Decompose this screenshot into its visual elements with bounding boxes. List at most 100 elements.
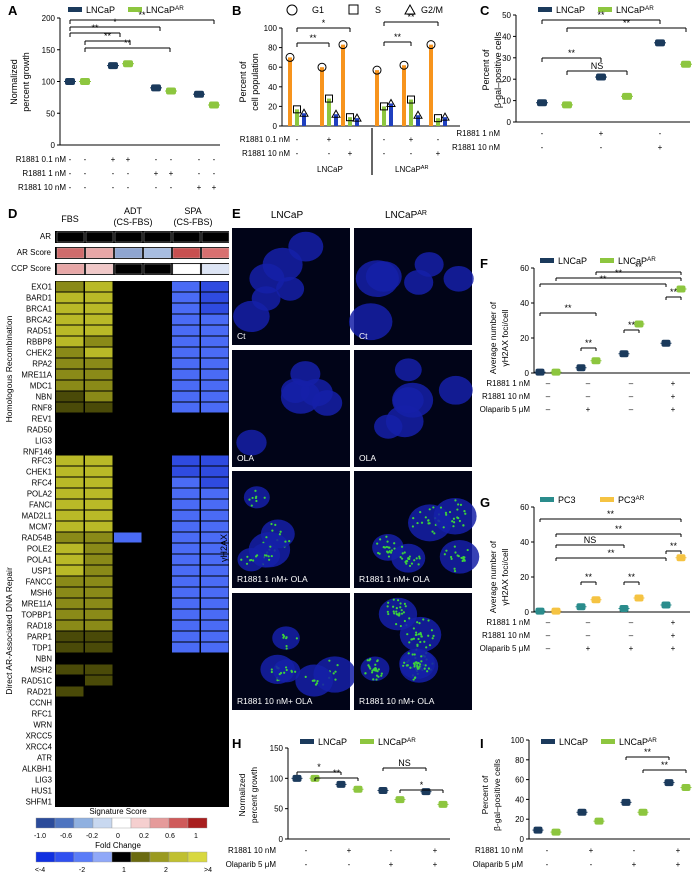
panel-a-row-value: - [213, 155, 216, 164]
panel-d-cell [143, 247, 172, 259]
foci [445, 549, 448, 552]
panel-d-hr-gene-label: RAD50 [27, 426, 53, 435]
panel-d-hr-cell [201, 380, 229, 391]
panel-h-legend-label: LNCaP [318, 737, 347, 747]
foci [270, 554, 273, 558]
panel-b-ylabel: Percent of [238, 61, 248, 103]
panel-b-point [299, 108, 309, 117]
panel-f-sig-label: ** [670, 287, 678, 297]
panel-i-sig-label: ** [644, 747, 652, 757]
panel-d-fc-swatch [73, 851, 94, 863]
panel-c-legend-swatch [598, 7, 612, 12]
panel-d-hr-cell [201, 281, 229, 292]
foci [400, 612, 404, 615]
panel-h-tick-label: 100 [270, 774, 284, 783]
panel-d-ar-cell [85, 587, 113, 598]
panel-g-ylabel: γH2AX foci/cell [500, 548, 510, 605]
foci [370, 671, 374, 674]
panel-d-ar-cell [85, 598, 113, 609]
panel-i-row-value: + [676, 860, 681, 869]
panel-g-legend-swatch [600, 497, 614, 502]
panel-d-cell [172, 247, 201, 259]
panel-d-ar-gene-label: PARP1 [27, 633, 52, 642]
panel-d-sig-swatch [168, 817, 189, 829]
foci [433, 532, 436, 535]
panel-letter: B [232, 3, 241, 18]
panel-d-ar-cell [85, 620, 113, 631]
panel-b-point [372, 65, 382, 75]
panel-g-tick-label: 20 [520, 573, 529, 582]
panel-d-ar-cell [85, 675, 113, 686]
micrograph-label: Ct [237, 331, 246, 341]
panel-d-ar-gene-label: LIG3 [35, 776, 52, 785]
foci [254, 496, 258, 500]
foci [408, 557, 411, 560]
panel-d-ar-cell [85, 499, 113, 510]
panel-b-sig-label: ** [407, 12, 415, 22]
panel-h-sig-label: ** [333, 768, 341, 778]
panel-d-hr-cell [85, 391, 113, 402]
panel-d-hr-cell [85, 369, 113, 380]
panel-b-point [386, 98, 396, 107]
panel-c-row-value: + [599, 129, 604, 138]
panel-d-sig-tick: -0.6 [60, 833, 72, 840]
panel-b-row-value: + [409, 135, 414, 144]
panel-g-ylabel: Average number of [488, 540, 498, 613]
foci [392, 598, 395, 601]
panel-d-cell [201, 231, 230, 243]
panel-d-fc-swatch [92, 851, 113, 863]
foci [377, 551, 380, 555]
panel-a-row-value: + [197, 183, 202, 192]
panel-d-ar-cell [85, 543, 113, 554]
panel-h-ylabel: Normalized [237, 773, 247, 816]
panel-d-ar-cell [85, 554, 113, 565]
panel-b-tick-label: 40 [268, 83, 277, 92]
panel-d-fc-tick: 2 [164, 867, 168, 874]
panel-b-point [293, 105, 301, 114]
panel-b-legend-square [348, 4, 359, 15]
panel-d-hr-cell [85, 325, 113, 336]
panel-h-row-value: + [433, 860, 438, 869]
foci [401, 552, 404, 555]
panel-letter: H [232, 736, 241, 751]
micrograph-label: OLA [359, 453, 376, 463]
foci [390, 549, 394, 552]
panel-d-ar-gene-label: RAD21 [27, 688, 52, 697]
panel-h-legend-swatch [300, 739, 314, 744]
foci [270, 668, 273, 671]
foci [385, 535, 388, 538]
panel-b-row-value: + [327, 135, 332, 144]
panel-d-sig-swatch [35, 817, 56, 829]
panel-a-row-value: - [198, 169, 201, 178]
foci [416, 644, 419, 647]
foci [408, 564, 412, 568]
foci [464, 512, 467, 515]
panel-d-fc-tick: >4 [204, 867, 212, 874]
panel-c-ylabel: β-gal–positive cells [493, 31, 503, 108]
panel-d-ar-gene-label: TDP1 [32, 644, 52, 653]
panel-i-row-label: R1881 10 nM [475, 846, 523, 855]
panel-b-tick-label: 60 [268, 63, 277, 72]
foci [270, 522, 273, 526]
panel-d-col-label: (CS-FBS) [174, 217, 213, 227]
panel-d-ar-cell [85, 477, 113, 488]
panel-d-ar-cell [201, 466, 229, 477]
panel-d-ar-cell [56, 499, 84, 510]
foci [267, 555, 270, 558]
foci [424, 664, 427, 667]
foci [454, 499, 457, 502]
nucleus [290, 361, 321, 387]
panel-c-tick-label: 20 [502, 75, 511, 84]
panel-d-cell [172, 263, 201, 275]
panel-g-row-value: – [629, 618, 634, 627]
foci [462, 524, 465, 527]
foci [312, 679, 315, 682]
panel-c-sig-label: ** [568, 48, 576, 58]
panel-e-col-label: LNCaP [271, 210, 304, 221]
panel-d-ar-cell [201, 620, 229, 631]
panel-b-bar [389, 103, 393, 126]
panel-a-tick-label: 100 [42, 78, 56, 87]
foci [395, 607, 398, 610]
panel-h-tick-label: 0 [279, 835, 284, 844]
panel-a-sig-label: ** [91, 23, 99, 33]
